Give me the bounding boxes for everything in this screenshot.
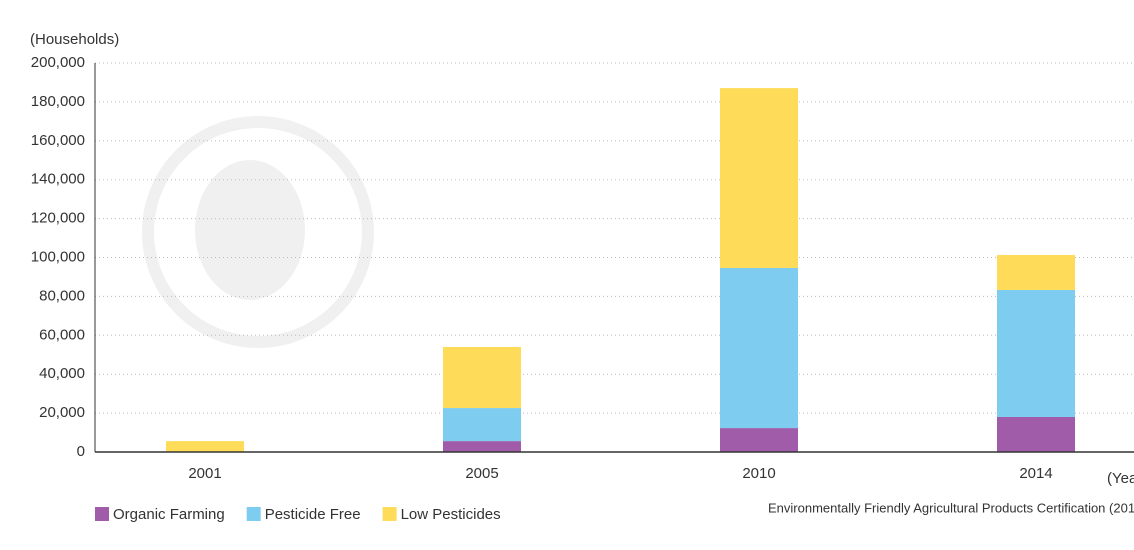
y-tick-label: 120,000 [31, 210, 85, 227]
bar-segment [443, 346, 521, 409]
legend-swatch [382, 507, 397, 521]
x-tick-label: 2010 [742, 465, 775, 482]
bar-segment [720, 268, 798, 429]
x-axis-label: (Yea [1107, 470, 1134, 487]
bar-segment [443, 408, 521, 442]
bar-segment [997, 254, 1075, 290]
bar-segment [720, 428, 798, 452]
y-tick-label: 100,000 [31, 248, 85, 265]
watermark [142, 116, 374, 348]
bar-segment [443, 441, 521, 452]
bar-segment [166, 441, 244, 452]
y-tick-label: 20,000 [39, 404, 85, 421]
bar-segment [997, 416, 1075, 452]
legend-label: Pesticide Free [265, 506, 361, 523]
source-note: Environmentally Friendly Agricultural Pr… [768, 500, 1134, 515]
legend-label: Low Pesticides [401, 506, 501, 523]
y-tick-label: 140,000 [31, 171, 85, 188]
y-tick-label: 0 [77, 443, 85, 460]
bar-segment [997, 289, 1075, 417]
x-tick-label: 2014 [1019, 465, 1052, 482]
y-tick-label: 160,000 [31, 132, 85, 149]
y-axis-label: (Households) [30, 31, 119, 48]
y-tick-label: 80,000 [39, 287, 85, 304]
y-tick-label: 60,000 [39, 326, 85, 343]
x-tick-label: 2001 [188, 465, 221, 482]
y-tick-label: 180,000 [31, 93, 85, 110]
y-tick-label: 40,000 [39, 365, 85, 382]
bar-segment [720, 88, 798, 269]
y-tick-label: 200,000 [31, 54, 85, 71]
x-tick-label: 2005 [465, 465, 498, 482]
legend-label: Organic Farming [113, 506, 225, 523]
legend-swatch [95, 507, 109, 521]
legend-swatch [246, 507, 261, 521]
